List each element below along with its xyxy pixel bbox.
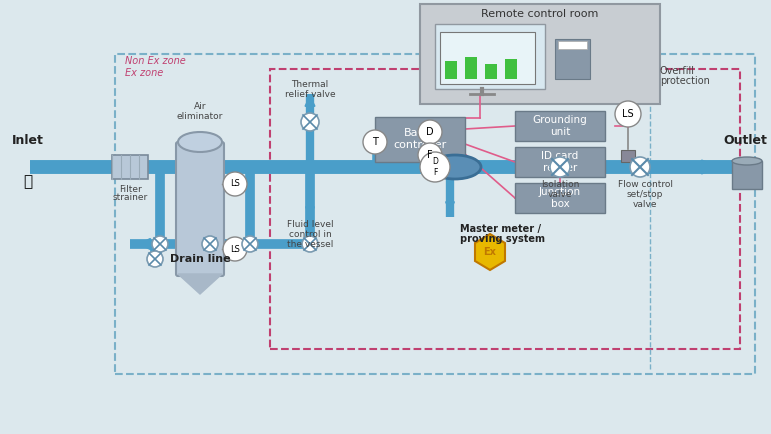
FancyBboxPatch shape bbox=[375, 116, 465, 161]
Text: valve: valve bbox=[633, 200, 657, 209]
Text: Fluid level: Fluid level bbox=[287, 220, 333, 229]
Text: set/stop: set/stop bbox=[627, 190, 663, 199]
Circle shape bbox=[418, 120, 442, 144]
FancyBboxPatch shape bbox=[515, 111, 605, 141]
Circle shape bbox=[147, 251, 163, 267]
Text: Junction
box: Junction box bbox=[539, 187, 581, 209]
Circle shape bbox=[242, 236, 258, 252]
Text: Air: Air bbox=[194, 102, 207, 111]
Text: D
F: D F bbox=[432, 157, 438, 177]
FancyBboxPatch shape bbox=[435, 24, 545, 89]
FancyBboxPatch shape bbox=[420, 4, 660, 104]
Circle shape bbox=[223, 172, 247, 196]
Text: Filter: Filter bbox=[119, 185, 141, 194]
Circle shape bbox=[223, 237, 247, 261]
Circle shape bbox=[152, 236, 168, 252]
FancyBboxPatch shape bbox=[176, 142, 224, 276]
Text: LS: LS bbox=[230, 180, 240, 188]
Text: LS: LS bbox=[230, 244, 240, 253]
FancyBboxPatch shape bbox=[515, 183, 605, 213]
Text: Grounding
unit: Grounding unit bbox=[533, 115, 588, 137]
Polygon shape bbox=[178, 274, 222, 294]
Circle shape bbox=[302, 236, 318, 252]
Text: Flow control: Flow control bbox=[618, 180, 672, 189]
Circle shape bbox=[202, 236, 218, 252]
Text: T: T bbox=[372, 137, 378, 147]
FancyBboxPatch shape bbox=[515, 147, 605, 177]
FancyBboxPatch shape bbox=[440, 32, 535, 84]
Text: Ex zone: Ex zone bbox=[125, 68, 163, 78]
Ellipse shape bbox=[429, 155, 481, 179]
Circle shape bbox=[550, 157, 570, 177]
Text: relief valve: relief valve bbox=[284, 90, 335, 99]
Circle shape bbox=[420, 152, 450, 182]
Text: Overfill: Overfill bbox=[660, 66, 695, 76]
Text: LS: LS bbox=[622, 109, 634, 119]
Bar bbox=[465, 57, 477, 79]
Text: the vessel: the vessel bbox=[287, 240, 333, 249]
Circle shape bbox=[630, 157, 650, 177]
Text: F: F bbox=[427, 150, 433, 160]
Circle shape bbox=[363, 130, 387, 154]
Text: Drain line: Drain line bbox=[170, 254, 231, 264]
Text: control in: control in bbox=[288, 230, 332, 239]
Text: Outlet: Outlet bbox=[723, 134, 767, 147]
Text: strainer: strainer bbox=[113, 193, 147, 202]
Circle shape bbox=[615, 101, 641, 127]
Text: Inlet: Inlet bbox=[12, 134, 44, 147]
Ellipse shape bbox=[430, 157, 470, 177]
Ellipse shape bbox=[178, 132, 222, 152]
Text: Remote control room: Remote control room bbox=[481, 9, 599, 19]
FancyBboxPatch shape bbox=[732, 161, 762, 189]
Ellipse shape bbox=[732, 157, 762, 165]
Text: ID card
reader: ID card reader bbox=[541, 151, 578, 173]
Text: Batch
controller: Batch controller bbox=[393, 128, 446, 150]
Text: 🚛: 🚛 bbox=[23, 174, 32, 190]
Text: Isolation: Isolation bbox=[540, 180, 579, 189]
Bar bbox=[505, 59, 517, 79]
Polygon shape bbox=[475, 234, 505, 270]
Text: eliminator: eliminator bbox=[177, 112, 223, 121]
Circle shape bbox=[418, 143, 442, 167]
FancyBboxPatch shape bbox=[112, 155, 148, 179]
Bar bbox=[485, 64, 497, 79]
Text: protection: protection bbox=[660, 76, 710, 86]
Bar bbox=[621, 150, 635, 162]
Text: D: D bbox=[426, 127, 434, 137]
Circle shape bbox=[301, 113, 319, 131]
Text: Master meter /: Master meter / bbox=[460, 224, 541, 234]
Bar bbox=[558, 41, 587, 49]
Text: Non Ex zone: Non Ex zone bbox=[125, 56, 186, 66]
Text: proving system: proving system bbox=[460, 234, 545, 244]
Bar bbox=[445, 61, 457, 79]
Text: valve: valve bbox=[547, 190, 572, 199]
FancyBboxPatch shape bbox=[555, 39, 590, 79]
Text: Ex: Ex bbox=[483, 247, 497, 257]
Text: Thermal: Thermal bbox=[291, 80, 328, 89]
